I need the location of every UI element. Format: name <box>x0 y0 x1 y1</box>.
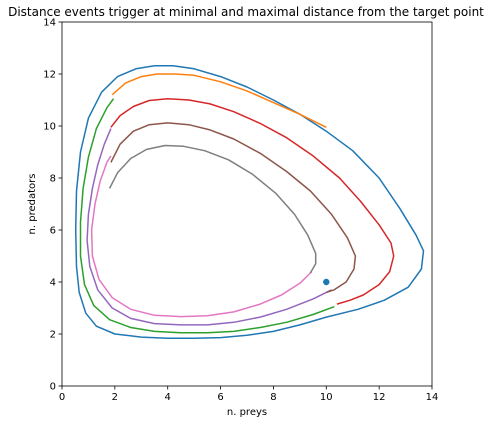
x-tick-label: 0 <box>59 392 65 403</box>
y-axis: 0 2 4 6 8 10 12 14 <box>43 18 62 393</box>
x-tick-label: 2 <box>112 392 118 403</box>
y-tick-label: 8 <box>50 174 56 185</box>
chart-title: Distance events trigger at minimal and m… <box>8 5 484 19</box>
plot-curves <box>74 64 425 339</box>
series-line-5 <box>86 128 332 326</box>
y-tick-label: 2 <box>50 330 56 341</box>
series-line-8 <box>108 144 317 274</box>
series-line-4 <box>110 97 395 305</box>
x-tick-label: 4 <box>165 392 171 403</box>
y-tick-label: 12 <box>43 70 56 81</box>
y-tick-label: 4 <box>50 278 56 289</box>
series-line-1 <box>74 64 425 339</box>
x-tick-label: 14 <box>426 392 439 403</box>
x-tick-label: 6 <box>217 392 223 403</box>
y-tick-label: 10 <box>43 122 56 133</box>
x-tick-label: 10 <box>320 392 333 403</box>
y-axis-label: n. predators <box>27 174 38 235</box>
plot-frame <box>61 21 433 387</box>
y-tick-label: 6 <box>50 226 56 237</box>
x-axis-label: n. preys <box>227 407 267 418</box>
y-tick-label: 0 <box>50 382 56 393</box>
y-tick-label: 14 <box>43 18 56 29</box>
series-line-3 <box>79 98 335 334</box>
series-line-2 <box>111 73 327 128</box>
series-line-7 <box>90 155 313 318</box>
target-point <box>323 278 330 286</box>
x-tick-label: 12 <box>373 392 386 403</box>
x-axis: 0 2 4 6 8 10 12 14 <box>59 386 439 403</box>
series-line-6 <box>110 122 357 294</box>
x-tick-label: 8 <box>270 392 276 403</box>
